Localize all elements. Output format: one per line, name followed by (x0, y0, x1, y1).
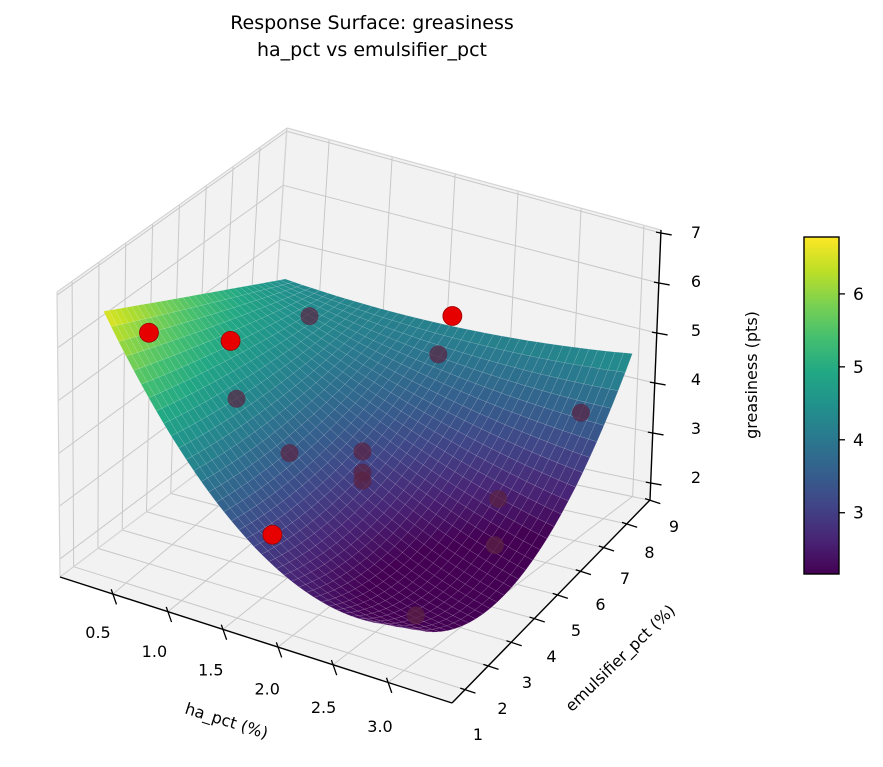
y-tick-label: 3 (522, 673, 532, 692)
y-axis-label: emulsifier_pct (%) (561, 601, 679, 716)
grid-line-z (56, 130, 288, 296)
y-tick-label: 5 (571, 621, 581, 640)
z-tick (645, 481, 662, 486)
grid-line-y (97, 547, 489, 667)
x-tick-label: 3.0 (367, 717, 392, 736)
data-point-occluded (489, 489, 508, 508)
z-tick-label: 7 (691, 223, 701, 242)
grid-line-z (286, 130, 662, 234)
y-tick (460, 687, 476, 694)
y-tick-label: 6 (595, 595, 605, 614)
data-point-occluded (300, 307, 319, 326)
y-tick-label: 2 (497, 699, 507, 718)
data-point (220, 330, 241, 351)
data-point-occluded (353, 442, 372, 461)
grid-line-z (57, 184, 284, 349)
colorbar-tick-label: 6 (853, 285, 864, 305)
z-tick (647, 431, 664, 436)
x-tick-label: 0.5 (85, 623, 110, 642)
data-point-occluded (353, 471, 372, 490)
grid-line-y (121, 242, 127, 531)
pane-edge (286, 127, 662, 231)
z-axis-label: greasiness (pts) (742, 311, 761, 439)
x-axis-label: ha_pct (%) (183, 699, 271, 744)
colorbar (803, 236, 840, 575)
x-tick (330, 659, 338, 676)
z-axis-spine (649, 229, 662, 501)
y-tick (644, 498, 661, 505)
pane-edge (56, 291, 61, 578)
z-tick (651, 331, 668, 336)
grid-line-x (387, 495, 633, 683)
data-point (262, 524, 283, 545)
grid-line-x (632, 225, 645, 497)
x-tick-label: 1.0 (142, 642, 167, 661)
x-axis-spine (59, 576, 453, 704)
z-tick-label: 2 (691, 468, 701, 487)
y-tick (506, 640, 522, 647)
grid-line-z (283, 184, 659, 284)
data-point-occluded (406, 606, 425, 625)
z-tick (655, 231, 672, 236)
z-tick-label: 3 (691, 419, 701, 438)
y-tick (552, 592, 569, 599)
y-tick (529, 616, 545, 623)
x-tick (220, 624, 228, 640)
x-tick (385, 677, 393, 694)
colorbar-tick-label: 5 (853, 358, 864, 378)
grid-line-z (279, 238, 657, 334)
y-tick (621, 521, 638, 528)
data-point-occluded (571, 403, 590, 422)
grid-line-y (97, 262, 100, 549)
response-surface (103, 278, 633, 633)
chart-title: Response Surface: greasiness ha_pct vs e… (92, 10, 652, 64)
y-tick-label: 7 (620, 569, 630, 588)
colorbar-tick-label: 4 (853, 431, 864, 451)
chart-title-line2: ha_pct vs emulsifier_pct (257, 39, 487, 61)
x-tick (275, 642, 283, 658)
pane-edge (56, 127, 288, 293)
grid-line-y (73, 566, 466, 691)
data-point-occluded (227, 389, 246, 408)
x-tick-label: 2.0 (254, 679, 279, 698)
z-tick (653, 281, 670, 286)
y-tick (575, 569, 592, 576)
colorbar-tick-label: 3 (853, 504, 864, 524)
y-tick (483, 663, 499, 671)
data-point (139, 322, 159, 343)
x-tick-label: 2.5 (311, 698, 336, 717)
z-tick-label: 5 (691, 321, 701, 340)
x-tick (110, 589, 118, 605)
data-point-occluded (485, 536, 504, 555)
z-tick-label: 4 (691, 370, 701, 389)
data-point-occluded (429, 345, 448, 364)
data-point-occluded (280, 444, 299, 463)
y-axis-spine (451, 499, 651, 704)
x-tick (165, 606, 173, 623)
y-tick-label: 1 (473, 725, 483, 744)
y-tick (598, 545, 615, 552)
grid-line-y (71, 281, 75, 567)
y-tick-label: 8 (644, 543, 654, 562)
x-tick-label: 1.5 (198, 661, 223, 680)
data-point (442, 306, 463, 326)
z-tick (649, 381, 666, 386)
z-tick-label: 6 (691, 272, 701, 291)
y-tick-label: 4 (546, 647, 556, 666)
y-tick-label: 9 (669, 517, 679, 536)
chart-title-line1: Response Surface: greasiness (230, 12, 514, 34)
